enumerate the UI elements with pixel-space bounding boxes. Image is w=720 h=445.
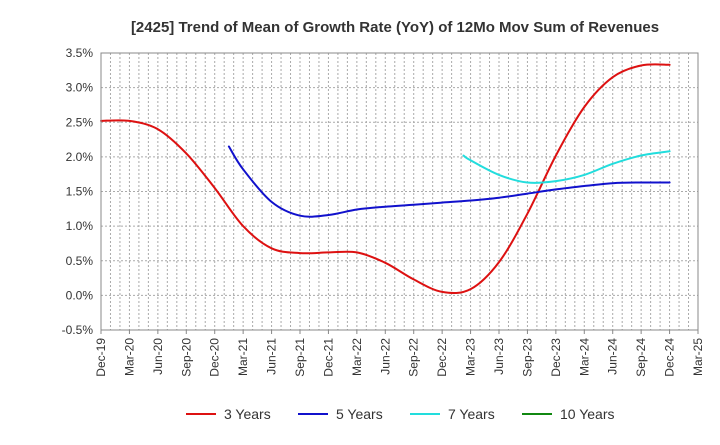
x-tick-label: Dec-19 xyxy=(94,338,108,377)
x-tick-label: Jun-24 xyxy=(606,338,620,375)
y-tick-label: 2.0% xyxy=(66,150,94,164)
x-axis-ticks: Dec-19 Mar-20 Jun-20 Sep-20 Dec-20 Mar-21 Jun-… xyxy=(94,330,705,377)
x-tick-label: Mar-23 xyxy=(464,338,478,376)
legend-label: 3 Years xyxy=(224,406,271,422)
x-tick-label: Jun-22 xyxy=(378,338,392,375)
legend: 3 Years 5 Years 7 Years 10 Years xyxy=(186,406,615,422)
y-tick-label: 0.5% xyxy=(66,254,94,268)
x-tick-label: Jun-21 xyxy=(265,338,279,375)
legend-label: 7 Years xyxy=(448,406,495,422)
legend-item-10-years: 10 Years xyxy=(522,406,615,422)
x-tick-label: Mar-25 xyxy=(691,338,705,376)
x-tick-label: Sep-24 xyxy=(634,338,648,377)
x-tick-label: Mar-22 xyxy=(350,338,364,376)
x-tick-label: Jun-20 xyxy=(151,338,165,375)
series-line-5-years xyxy=(227,145,671,218)
y-tick-label: 1.0% xyxy=(66,219,94,233)
x-tick-label: Mar-24 xyxy=(577,338,591,376)
x-tick-label: Dec-24 xyxy=(663,338,677,377)
y-tick-label: -0.5% xyxy=(62,323,94,337)
x-tick-label: Sep-20 xyxy=(179,338,193,377)
y-axis-ticks: 3.5% 3.0% 2.5% 2.0% 1.5% 1.0% 0.5% 0.0% -0.5% xyxy=(62,46,94,337)
x-tick-label: Sep-22 xyxy=(407,338,421,377)
x-tick-label: Dec-23 xyxy=(549,338,563,377)
y-tick-label: 3.5% xyxy=(66,46,94,60)
legend-item-7-years: 7 Years xyxy=(410,406,495,422)
x-tick-label: Dec-21 xyxy=(321,338,335,377)
y-tick-label: 3.0% xyxy=(66,81,94,95)
y-tick-label: 2.5% xyxy=(66,115,94,129)
chart-title: [2425] Trend of Mean of Growth Rate (YoY… xyxy=(131,19,659,36)
plot-frame xyxy=(100,52,699,331)
x-tick-label: Mar-21 xyxy=(236,338,250,376)
legend-label: 5 Years xyxy=(336,406,383,422)
x-tick-label: Mar-20 xyxy=(122,338,136,376)
x-tick-label: Sep-21 xyxy=(293,338,307,377)
y-tick-label: 1.5% xyxy=(66,185,94,199)
x-tick-label: Jun-23 xyxy=(492,338,506,375)
x-tick-label: Dec-20 xyxy=(208,338,222,377)
y-tick-label: 0.0% xyxy=(66,288,94,302)
series-line-3-years xyxy=(100,63,671,295)
series-line-7-years xyxy=(462,150,671,184)
x-tick-label: Sep-23 xyxy=(520,338,534,377)
series-lines xyxy=(100,63,671,295)
x-tick-label: Dec-22 xyxy=(435,338,449,377)
legend-item-5-years: 5 Years xyxy=(298,406,383,422)
legend-label: 10 Years xyxy=(560,406,615,422)
legend-item-3-years: 3 Years xyxy=(186,406,271,422)
